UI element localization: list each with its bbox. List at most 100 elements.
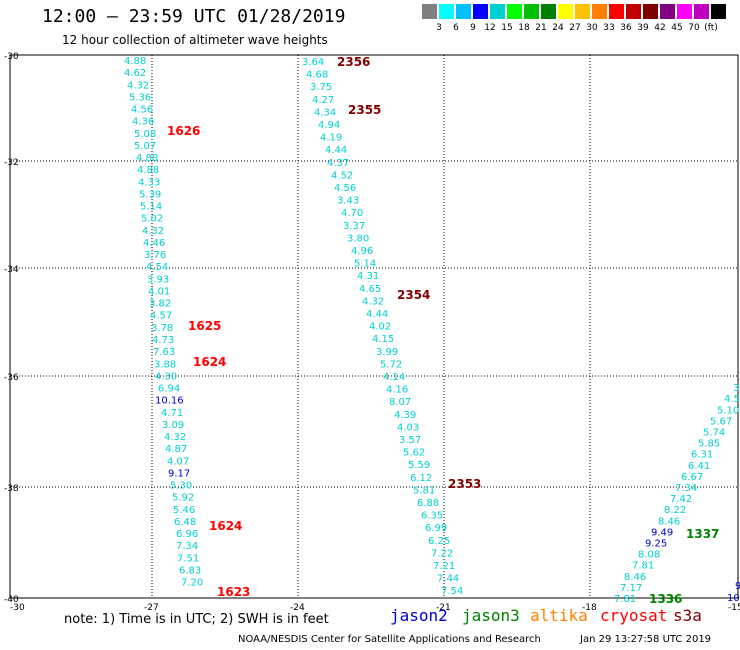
wave-height-label: 6.35 — [421, 511, 443, 522]
wave-height-label: 4.44 — [325, 145, 347, 156]
pass-time-label: 1336 — [649, 592, 682, 606]
scale-swatch — [558, 4, 573, 19]
scale-swatch — [592, 4, 607, 19]
scale-label: 27 — [569, 23, 581, 33]
wave-height-label: 3.09 — [162, 420, 184, 431]
wave-height-label: 5.14 — [140, 202, 162, 213]
wave-height-label: 4.46 — [143, 238, 165, 249]
scale-swatch — [677, 4, 692, 19]
wave-height-label: 7.21 — [433, 561, 455, 572]
scale-swatch — [524, 4, 539, 19]
wave-height-label: 4.52 — [331, 170, 353, 181]
scale-swatch — [575, 4, 590, 19]
scale-label: 45 — [671, 23, 683, 33]
pass-time-label: 1623 — [217, 585, 250, 599]
pass-time-label: 1624 — [209, 519, 242, 533]
pass-time-label: 2353 — [448, 477, 481, 491]
wave-height-label: 8.46 — [624, 572, 646, 583]
wave-height-label: 6.67 — [681, 472, 703, 483]
wave-height-label: 3.78 — [151, 323, 173, 334]
scale-swatch — [694, 4, 709, 19]
wave-height-label: 4.39 — [394, 410, 416, 421]
wave-height-label: 7.42 — [670, 494, 692, 505]
mission-jason3: jason3 — [462, 606, 520, 625]
pass-time-label: 2356 — [337, 55, 370, 69]
y-tick-label: -40 — [4, 595, 19, 605]
wave-height-label: 9 — [735, 581, 740, 592]
x-tick-label: -27 — [144, 603, 159, 613]
wave-height-label: 4.15 — [372, 334, 394, 345]
footer-timestamp: Jan 29 13:27:58 UTC 2019 — [580, 634, 712, 645]
wave-height-label: 3.75 — [310, 82, 332, 93]
wave-height-label: 5.36 — [129, 92, 151, 103]
scale-label: 6 — [453, 23, 459, 33]
wave-height-label: 6.88 — [417, 498, 439, 509]
wave-height-label: 4.16 — [386, 385, 408, 396]
scale-swatch — [422, 4, 437, 19]
scale-swatch — [711, 4, 726, 19]
wave-height-label: 4.37 — [327, 158, 349, 169]
wave-height-label: 4.34 — [314, 107, 336, 118]
wave-height-label: 7.22 — [431, 548, 453, 559]
wave-height-label: 5.02 — [141, 214, 163, 225]
page-title: 12:00 — 23:59 UTC 01/28/2019 — [42, 6, 346, 27]
wave-height-label: 4.30 — [155, 371, 177, 382]
wave-height-label: 7.44 — [437, 574, 459, 585]
scale-label: 9 — [470, 23, 476, 33]
x-tick-label: -15 — [728, 603, 740, 613]
wave-height-label: 4.19 — [320, 133, 342, 144]
wave-height-label: 6.83 — [179, 565, 201, 576]
wave-height-label: 6.31 — [691, 450, 713, 461]
scale-swatch — [507, 4, 522, 19]
mission-jason2: jason2 — [390, 606, 448, 625]
wave-height-label: 4.07 — [167, 456, 189, 467]
scale-label: 15 — [501, 23, 513, 33]
wave-height-label: 4.31 — [357, 271, 379, 282]
scale-label: 30 — [586, 23, 598, 33]
wave-height-label: 4.03 — [397, 422, 419, 433]
wave-height-label: 4.88 — [137, 165, 159, 176]
wave-height-label: 4.32 — [362, 296, 384, 307]
pass-time-label: 1337 — [686, 527, 719, 541]
scale-swatch — [660, 4, 675, 19]
scale-swatch — [473, 4, 488, 19]
wave-height-label: 7.34 — [675, 483, 697, 494]
scale-label: 33 — [603, 23, 615, 33]
x-tick-label: -18 — [582, 603, 597, 613]
wave-height-label: 5.07 — [134, 141, 156, 152]
pass-time-label: 2355 — [348, 103, 381, 117]
wave-height-label: 5.08 — [134, 129, 156, 140]
wave-height-label: 4.96 — [351, 246, 373, 257]
mission-altika: altika — [530, 606, 588, 625]
wave-height-label: 3.80 — [347, 233, 369, 244]
map-frame — [9, 54, 739, 599]
wave-height-label: 3.88 — [154, 359, 176, 370]
wave-height-label: 4.57 — [150, 311, 172, 322]
wave-height-label: 3.82 — [149, 299, 171, 310]
scale-label: 42 — [654, 23, 666, 33]
wave-height-label: 5.74 — [703, 428, 725, 439]
wave-height-label: 6.96 — [176, 529, 198, 540]
wave-height-label: 7.63 — [153, 347, 175, 358]
wave-height-label: 4.33 — [138, 177, 160, 188]
y-tick-label: -36 — [4, 373, 19, 383]
wave-height-label: 6.41 — [688, 461, 710, 472]
wave-height-label: 8.08 — [638, 550, 660, 561]
wave-height-label: 4.87 — [165, 444, 187, 455]
wave-height-label: 4.88 — [124, 56, 146, 67]
wave-height-label: 3.57 — [399, 435, 421, 446]
wave-height-label: 8.46 — [658, 516, 680, 527]
x-tick-label: -30 — [10, 603, 25, 613]
wave-height-label: 4.71 — [161, 408, 183, 419]
wave-height-label: 4.62 — [124, 68, 146, 79]
pass-time-label: 1624 — [193, 355, 226, 369]
wave-height-label: 4.32 — [142, 226, 164, 237]
wave-height-label: 4.32 — [127, 80, 149, 91]
y-tick-label: -38 — [4, 484, 19, 494]
wave-height-label: 9.49 — [651, 527, 673, 538]
scale-swatch — [609, 4, 624, 19]
wave-height-label: 5.46 — [173, 505, 195, 516]
wave-height-label: 6.25 — [428, 536, 450, 547]
wave-height-label: 5.14 — [354, 259, 376, 270]
y-tick-label: -34 — [4, 265, 19, 275]
